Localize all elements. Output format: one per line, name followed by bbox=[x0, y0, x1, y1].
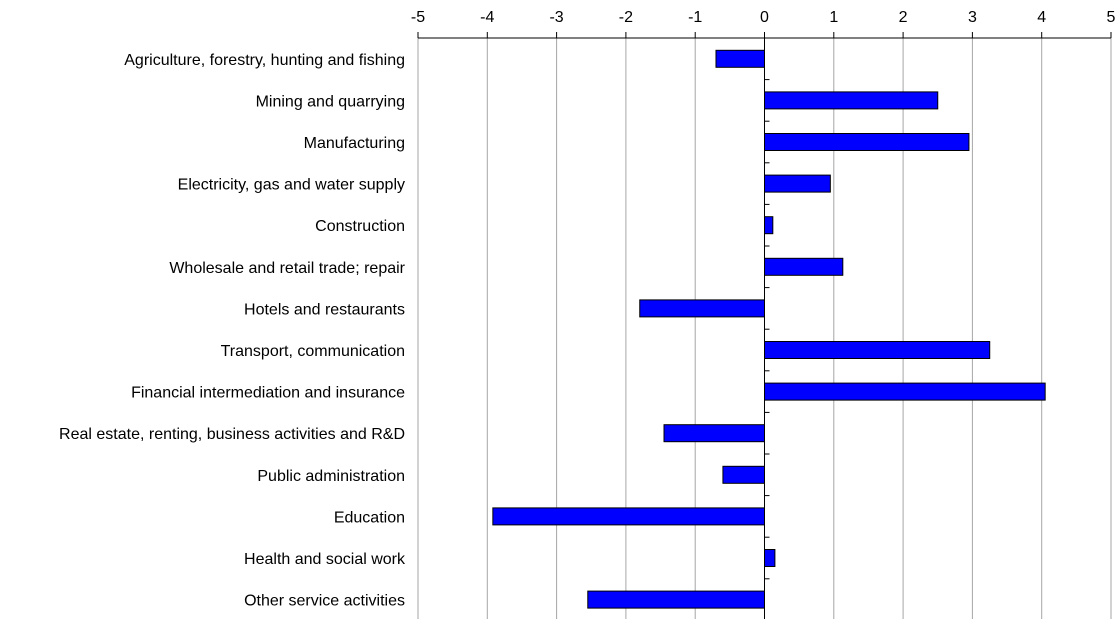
bar bbox=[764, 91, 939, 110]
x-tick-label: 4 bbox=[1037, 9, 1046, 26]
bar bbox=[492, 507, 765, 526]
bar bbox=[764, 549, 776, 567]
axes: -5 -4 -3 -2 -1 0 1 2 3 4 5 bbox=[411, 9, 1116, 619]
category-label: Wholesale and retail trade; repair bbox=[169, 260, 405, 277]
category-label: Hotels and restaurants bbox=[244, 301, 405, 318]
category-label: Education bbox=[334, 509, 405, 526]
category-label: Health and social work bbox=[244, 551, 406, 568]
bar bbox=[764, 174, 831, 193]
x-tick-label: 3 bbox=[968, 9, 977, 26]
x-tick-label: 2 bbox=[899, 9, 908, 26]
x-tick-label: -1 bbox=[688, 9, 702, 26]
bar bbox=[639, 299, 766, 318]
bar bbox=[715, 49, 765, 68]
x-tick-label: -3 bbox=[549, 9, 563, 26]
category-label: Financial intermediation and insurance bbox=[131, 385, 405, 402]
category-label: Manufacturing bbox=[304, 135, 405, 152]
bar bbox=[722, 465, 765, 484]
bar bbox=[764, 216, 774, 235]
bar bbox=[764, 382, 1046, 401]
category-labels: Agriculture, forestry, hunting and fishi… bbox=[59, 52, 406, 610]
category-label: Construction bbox=[315, 218, 405, 235]
x-tick-label: -4 bbox=[480, 9, 494, 26]
category-label: Other service activities bbox=[244, 593, 405, 610]
category-label: Mining and quarrying bbox=[256, 93, 405, 110]
bar bbox=[587, 590, 765, 609]
category-label: Agriculture, forestry, hunting and fishi… bbox=[124, 52, 405, 69]
x-tick-label: 5 bbox=[1107, 9, 1116, 26]
bar bbox=[764, 341, 991, 359]
category-label: Real estate, renting, business activitie… bbox=[59, 426, 405, 443]
bar bbox=[764, 257, 844, 276]
bars bbox=[492, 49, 1046, 609]
x-tick-label: 1 bbox=[829, 9, 838, 26]
x-tick-label: 0 bbox=[760, 9, 769, 26]
bar bbox=[764, 133, 970, 151]
category-label: Electricity, gas and water supply bbox=[178, 177, 405, 194]
category-label: Transport, communication bbox=[221, 343, 405, 360]
category-label: Public administration bbox=[257, 468, 405, 485]
x-tick-label: -5 bbox=[411, 9, 425, 26]
bar bbox=[663, 424, 766, 443]
x-tick-label: -2 bbox=[619, 9, 633, 26]
